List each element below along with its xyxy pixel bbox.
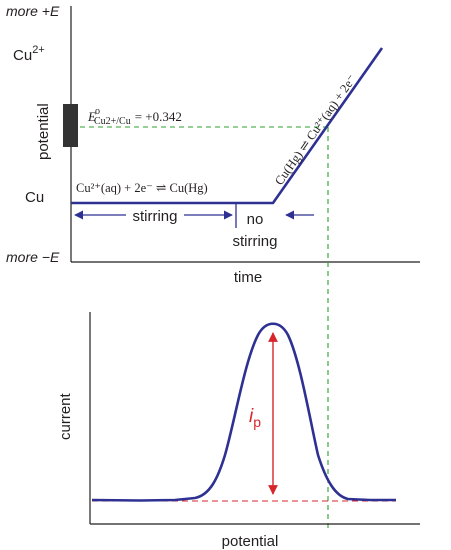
stripping-peak-curve: [91, 322, 396, 502]
current-potential-plot: current potential ip: [57, 312, 420, 550]
oxidation-reaction: Cu(Hg) ⇌ Cu²⁺(aq) + 2e⁻: [272, 72, 359, 188]
bottom-y-axis-label: current: [57, 392, 74, 440]
cu2-label: Cu2+: [13, 44, 45, 64]
reduction-reaction: Cu²⁺(aq) + 2e⁻ ⇌ Cu(Hg): [76, 181, 208, 195]
potential-time-plot: more +E Cu2+ Cu more −E potential Eo Cu2+…: [6, 3, 420, 530]
cu-label: Cu: [25, 189, 44, 206]
bottom-x-axis-label: potential: [222, 533, 279, 550]
no-stirring-label: stirring: [232, 233, 277, 250]
potential-waveform: [71, 47, 384, 205]
top-y-axis-label: potential: [35, 103, 52, 160]
no-label: no: [247, 211, 264, 228]
top-x-axis-label: time: [234, 269, 262, 286]
stirring-label: stirring: [132, 208, 177, 225]
peak-current-label: ip: [249, 406, 261, 430]
more-negative-label: more −E: [6, 249, 60, 265]
electrode-bar-icon: [63, 104, 78, 147]
more-positive-label: more +E: [6, 3, 60, 19]
standard-potential-equation: Eo Cu2+/Cu = +0.342: [87, 106, 182, 127]
